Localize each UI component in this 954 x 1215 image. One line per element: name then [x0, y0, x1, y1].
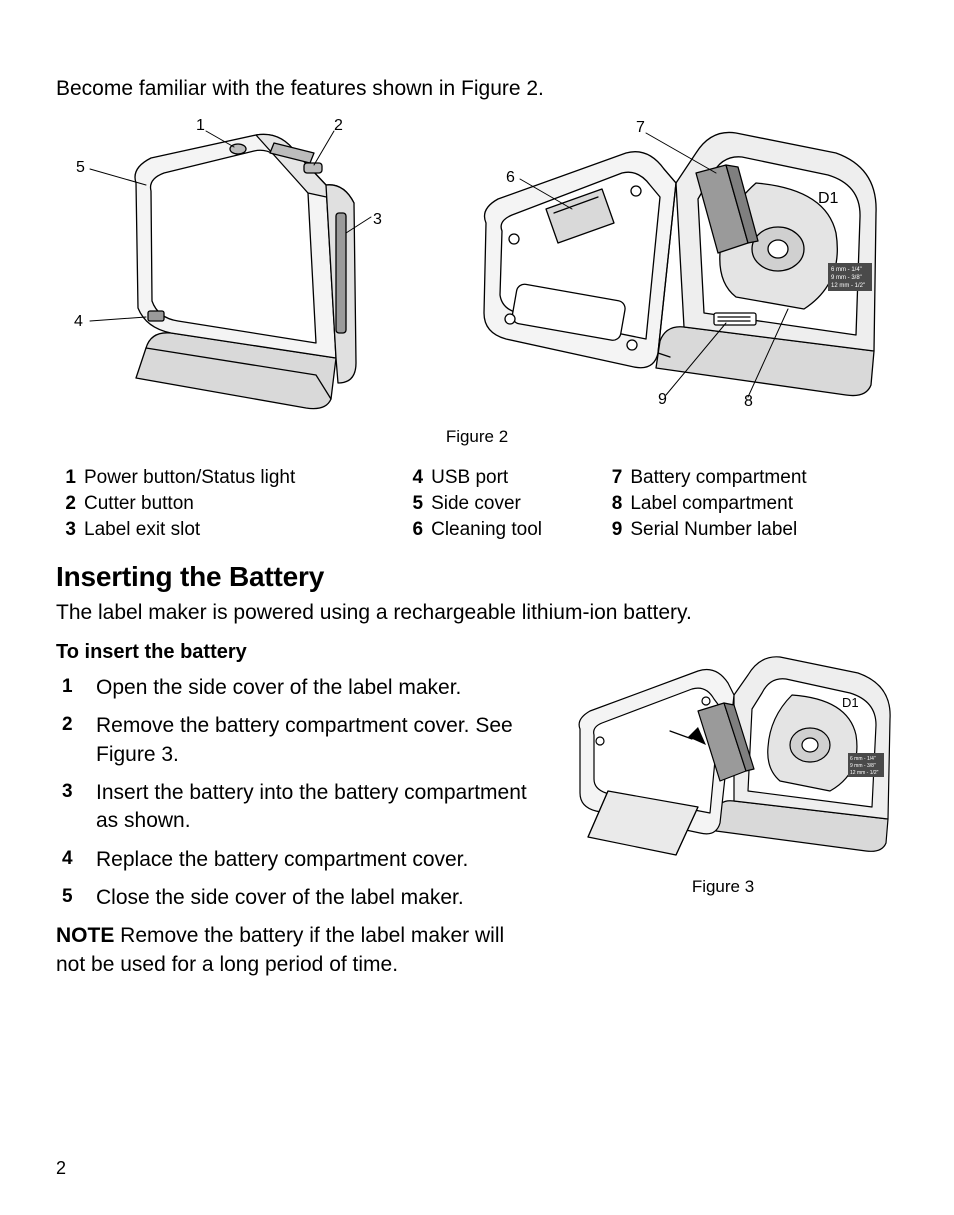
figure-3-caption: Figure 3	[548, 877, 898, 897]
note-label: NOTE	[56, 924, 114, 947]
legend-desc: Label exit slot	[80, 517, 403, 543]
step-item: Replace the battery compartment cover.	[56, 846, 532, 874]
figure-2-legend: 1 Power button/Status light 4 USB port 7…	[56, 465, 898, 543]
legend-num: 9	[602, 517, 626, 543]
svg-text:6 mm - 1/4": 6 mm - 1/4"	[850, 756, 876, 762]
callout-5: 5	[76, 159, 85, 177]
figure-2-left: 1 2 3 4 5	[56, 113, 416, 423]
figure-2-caption: Figure 2	[56, 427, 898, 447]
legend-num: 2	[56, 491, 80, 517]
svg-text:6 mm - 1/4": 6 mm - 1/4"	[831, 267, 862, 273]
legend-desc: Label compartment	[626, 491, 898, 517]
legend-desc: USB port	[427, 465, 602, 491]
svg-text:12 mm - 1/2": 12 mm - 1/2"	[831, 283, 865, 289]
legend-num: 7	[602, 465, 626, 491]
callout-2: 2	[334, 117, 343, 135]
note-paragraph: NOTE Remove the battery if the label mak…	[56, 922, 532, 979]
legend-desc: Battery compartment	[626, 465, 898, 491]
svg-text:D1: D1	[842, 695, 859, 710]
callout-7: 7	[636, 119, 645, 137]
svg-text:9 mm - 3/8": 9 mm - 3/8"	[831, 275, 862, 281]
battery-steps: Open the side cover of the label maker. …	[56, 674, 532, 912]
figure-3-column: D1 6 mm - 1/4" 9 mm - 3/8" 12 mm - 1/2"	[548, 641, 898, 897]
step-item: Open the side cover of the label maker.	[56, 674, 532, 702]
callout-8: 8	[744, 393, 753, 411]
legend-num: 8	[602, 491, 626, 517]
svg-text:D1: D1	[818, 190, 839, 207]
battery-section: To insert the battery Open the side cove…	[56, 641, 898, 1000]
svg-text:9 mm - 3/8": 9 mm - 3/8"	[850, 763, 876, 769]
manual-page: Become familiar with the features shown …	[0, 0, 954, 1215]
svg-text:12 mm - 1/2": 12 mm - 1/2"	[850, 770, 879, 776]
device-closed-illustration	[56, 113, 416, 423]
step-item: Close the side cover of the label maker.	[56, 884, 532, 912]
sub-heading: To insert the battery	[56, 641, 532, 664]
legend-num: 1	[56, 465, 80, 491]
legend-desc: Side cover	[427, 491, 602, 517]
callout-6: 6	[506, 169, 515, 187]
legend-desc: Serial Number label	[626, 517, 898, 543]
callout-1: 1	[196, 117, 205, 135]
figure-3-illustration: D1 6 mm - 1/4" 9 mm - 3/8" 12 mm - 1/2"	[548, 641, 898, 871]
legend-num: 6	[403, 517, 427, 543]
callout-4: 4	[74, 313, 83, 331]
legend-desc: Power button/Status light	[80, 465, 403, 491]
device-open-illustration: D1 6 mm - 1/4" 9 mm - 3/8" 12 mm - 1/2"	[426, 113, 896, 423]
battery-steps-column: To insert the battery Open the side cove…	[56, 641, 532, 1000]
legend-num: 3	[56, 517, 80, 543]
figure-2-row: 1 2 3 4 5	[56, 113, 898, 423]
legend-num: 5	[403, 491, 427, 517]
figure-2-right: 6 7 8 9 D1	[426, 113, 896, 423]
legend-row: 2 Cutter button 5 Side cover 8 Label com…	[56, 491, 898, 517]
section-body: The label maker is powered using a recha…	[56, 601, 898, 625]
note-text: Remove the battery if the label maker wi…	[56, 924, 504, 975]
page-number: 2	[56, 1158, 66, 1179]
legend-desc: Cutter button	[80, 491, 403, 517]
step-item: Insert the battery into the battery comp…	[56, 779, 532, 836]
section-heading: Inserting the Battery	[56, 561, 898, 593]
legend-num: 4	[403, 465, 427, 491]
step-item: Remove the battery compartment cover. Se…	[56, 712, 532, 769]
legend-row: 1 Power button/Status light 4 USB port 7…	[56, 465, 898, 491]
intro-text: Become familiar with the features shown …	[56, 77, 898, 101]
callout-3: 3	[373, 211, 382, 229]
legend-desc: Cleaning tool	[427, 517, 602, 543]
legend-row: 3 Label exit slot 6 Cleaning tool 9 Seri…	[56, 517, 898, 543]
callout-9: 9	[658, 391, 667, 409]
